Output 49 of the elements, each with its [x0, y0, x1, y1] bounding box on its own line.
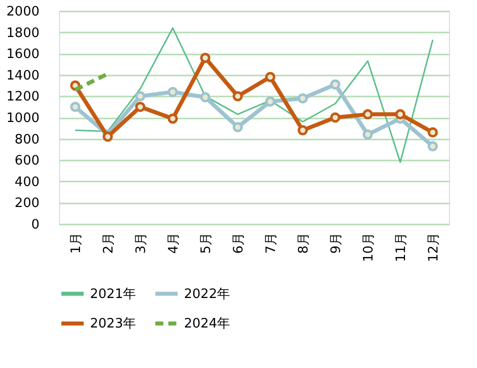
point: [102, 132, 113, 142]
point: [428, 141, 438, 152]
point: [362, 129, 373, 140]
point: [70, 102, 80, 112]
legend-label: 2021年: [90, 286, 136, 302]
y-tick-label: 200: [14, 196, 40, 212]
point: [362, 109, 373, 120]
y-tick-label: 1600: [6, 47, 40, 62]
point: [265, 96, 276, 107]
y-tick-label: 400: [14, 174, 40, 190]
legend-label: 2023年: [90, 316, 136, 332]
point: [330, 112, 340, 123]
point: [395, 109, 406, 120]
x-tick-label: 7月: [264, 232, 279, 254]
point: [330, 79, 340, 90]
x-tick-label: 12月: [426, 232, 442, 262]
point: [265, 72, 276, 82]
legend-label: 2024年: [184, 316, 230, 332]
x-tick-label: 8月: [296, 232, 312, 254]
x-tick-label: 1月: [68, 232, 84, 254]
y-tick-label: 800: [14, 132, 40, 148]
y-tick-label: 0: [31, 218, 40, 232]
x-tick-label: 9月: [328, 232, 344, 254]
x-tick-label: 10月: [361, 232, 376, 262]
y-tick-label: 2000: [6, 4, 40, 20]
line-series: [74, 27, 434, 163]
point: [135, 91, 146, 102]
point: [200, 52, 210, 63]
y-tick-label: 1200: [6, 90, 40, 105]
y-tick-label: 1000: [6, 111, 40, 126]
point: [232, 122, 243, 132]
point: [232, 91, 243, 102]
x-tick-label: 3月: [134, 232, 149, 254]
x-tick-label: 2月: [101, 232, 116, 254]
x-tick-label: 11月: [394, 232, 409, 262]
x-tick-label: 5月: [198, 232, 214, 254]
point: [298, 93, 308, 104]
y-tick-label: 600: [14, 154, 40, 169]
y-tick-label: 1800: [6, 26, 40, 41]
legend-label: 2022年: [184, 286, 230, 302]
point: [135, 102, 146, 112]
x-tick-label: 4月: [166, 232, 182, 254]
point: [168, 86, 178, 98]
point: [168, 113, 178, 124]
point: [200, 92, 210, 102]
y-tick-label: 1400: [6, 68, 40, 84]
point: [428, 127, 438, 138]
point: [298, 125, 308, 136]
x-tick-label: 6月: [231, 232, 246, 254]
